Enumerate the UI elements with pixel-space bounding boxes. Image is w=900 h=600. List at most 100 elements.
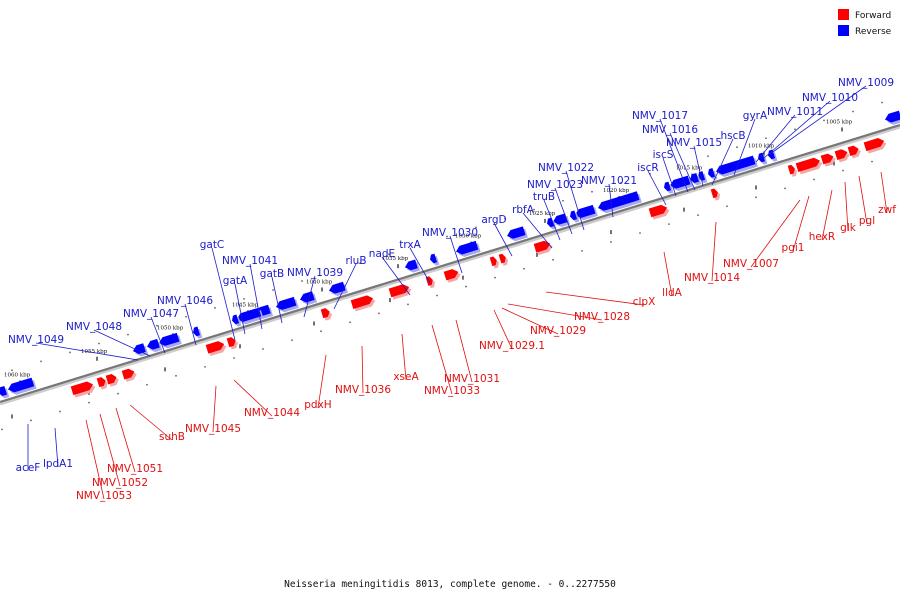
gene-body bbox=[193, 326, 201, 337]
gene-label: nadE bbox=[369, 248, 395, 260]
kbp-tick: 1005 kbp bbox=[826, 119, 853, 166]
gene-label: suhB bbox=[159, 431, 185, 443]
leader-line bbox=[85, 419, 105, 500]
leader-line bbox=[249, 263, 263, 330]
gene-body bbox=[443, 269, 459, 281]
gene-label: pgi1 bbox=[782, 242, 805, 254]
gene-label: gyrA bbox=[743, 110, 768, 122]
leader-line bbox=[184, 303, 197, 346]
lower-dot bbox=[1, 428, 3, 431]
gene-label: clpX bbox=[633, 296, 656, 308]
reverse-gene bbox=[758, 152, 768, 165]
upper-dot bbox=[794, 128, 796, 131]
upper-dot bbox=[388, 253, 390, 256]
gene-body bbox=[405, 259, 418, 271]
kbp-tick: 1040 kbp bbox=[306, 280, 333, 326]
forward-gene bbox=[847, 145, 861, 159]
kbp-tick: 1025 kbp bbox=[529, 211, 556, 257]
upper-dot bbox=[736, 146, 738, 149]
gene-label: glk bbox=[840, 222, 857, 234]
leader-line bbox=[844, 181, 849, 232]
gene-body bbox=[350, 295, 374, 309]
leader-line bbox=[792, 195, 810, 252]
legend-forward-swatch bbox=[838, 9, 849, 20]
kbp-label: 1040 kbp bbox=[306, 280, 333, 286]
leader-line bbox=[401, 333, 407, 381]
upper-dot bbox=[678, 164, 680, 166]
leader-line bbox=[409, 247, 431, 284]
gene-body bbox=[664, 181, 672, 192]
lower-dot bbox=[88, 401, 90, 404]
gene-label: NMV_1047 bbox=[123, 308, 179, 320]
leader-line bbox=[493, 222, 513, 257]
reverse-gene bbox=[159, 332, 182, 349]
reverse-gene bbox=[237, 307, 264, 325]
leader-line bbox=[507, 303, 603, 321]
leader-line bbox=[317, 354, 327, 409]
leader-line bbox=[431, 324, 453, 395]
gene-label: NMV_1017 bbox=[632, 110, 688, 122]
gene-label: hscB bbox=[720, 130, 745, 142]
forward-gene bbox=[443, 269, 461, 283]
forward-gene bbox=[388, 284, 412, 300]
gene-body bbox=[698, 171, 706, 181]
leader-line bbox=[821, 189, 833, 241]
gene-label: NMV_1010 bbox=[802, 92, 858, 104]
gene-label: iscS bbox=[653, 149, 674, 161]
upper-dot bbox=[214, 306, 216, 309]
gene-body bbox=[96, 377, 106, 388]
legend-forward-label: Forward bbox=[855, 11, 891, 21]
gene-body bbox=[159, 332, 180, 346]
gene-label: hexR bbox=[809, 231, 835, 243]
scale-ticks: 1005 kbp 1010 kbp 1015 kbp 1020 kbp 1025 kbp… bbox=[4, 119, 853, 419]
forward-gene bbox=[226, 337, 238, 350]
upper-dot bbox=[881, 101, 883, 104]
forward-gene bbox=[121, 368, 137, 382]
lower-dot bbox=[784, 187, 786, 190]
lower-dot bbox=[378, 312, 380, 315]
gene-body bbox=[205, 341, 225, 354]
upper-dot bbox=[620, 181, 622, 184]
leader-line bbox=[93, 329, 151, 357]
forward-gene bbox=[498, 253, 509, 266]
leader-line bbox=[663, 251, 673, 297]
gene-label: NMV_1052 bbox=[92, 477, 148, 489]
leader-line bbox=[35, 342, 139, 361]
leader-line bbox=[493, 309, 513, 350]
lower-dot bbox=[523, 267, 525, 270]
gene-label: gatC bbox=[200, 239, 225, 251]
reverse-gene bbox=[690, 172, 702, 186]
leader-line bbox=[880, 171, 888, 214]
gene-body bbox=[276, 296, 297, 310]
leader-line bbox=[565, 170, 585, 231]
gene-body bbox=[787, 164, 795, 175]
gene-label: argD bbox=[481, 214, 506, 226]
upper-dot bbox=[156, 324, 158, 327]
upper-dot bbox=[446, 235, 448, 238]
gene-body bbox=[758, 152, 766, 163]
gene-label: NMV_1046 bbox=[157, 295, 213, 307]
gene-body bbox=[226, 337, 236, 348]
leader-line bbox=[858, 175, 868, 225]
leader-line bbox=[608, 183, 614, 218]
upper-dot bbox=[243, 298, 245, 300]
backbone-shadow bbox=[0, 125, 900, 406]
gene-label: NMV_1029.1 bbox=[479, 340, 545, 352]
kbp-label: 1045 kbp bbox=[232, 302, 259, 308]
lower-dot bbox=[320, 330, 322, 333]
forward-gene bbox=[834, 149, 850, 163]
lower-dot bbox=[291, 339, 293, 342]
upper-dot bbox=[127, 333, 129, 336]
leader-line bbox=[733, 118, 756, 176]
lower-dot bbox=[871, 160, 873, 163]
lower-dot bbox=[610, 241, 612, 243]
gene-label: pdxH bbox=[304, 399, 331, 411]
leader-line bbox=[150, 316, 166, 354]
leader-line bbox=[763, 100, 831, 159]
lower-dot bbox=[146, 383, 148, 386]
gene-body bbox=[300, 291, 315, 303]
gene-body bbox=[105, 374, 117, 385]
gene-label: truB bbox=[533, 191, 555, 203]
reverse-gene bbox=[716, 155, 758, 177]
lower-dot bbox=[59, 410, 61, 413]
